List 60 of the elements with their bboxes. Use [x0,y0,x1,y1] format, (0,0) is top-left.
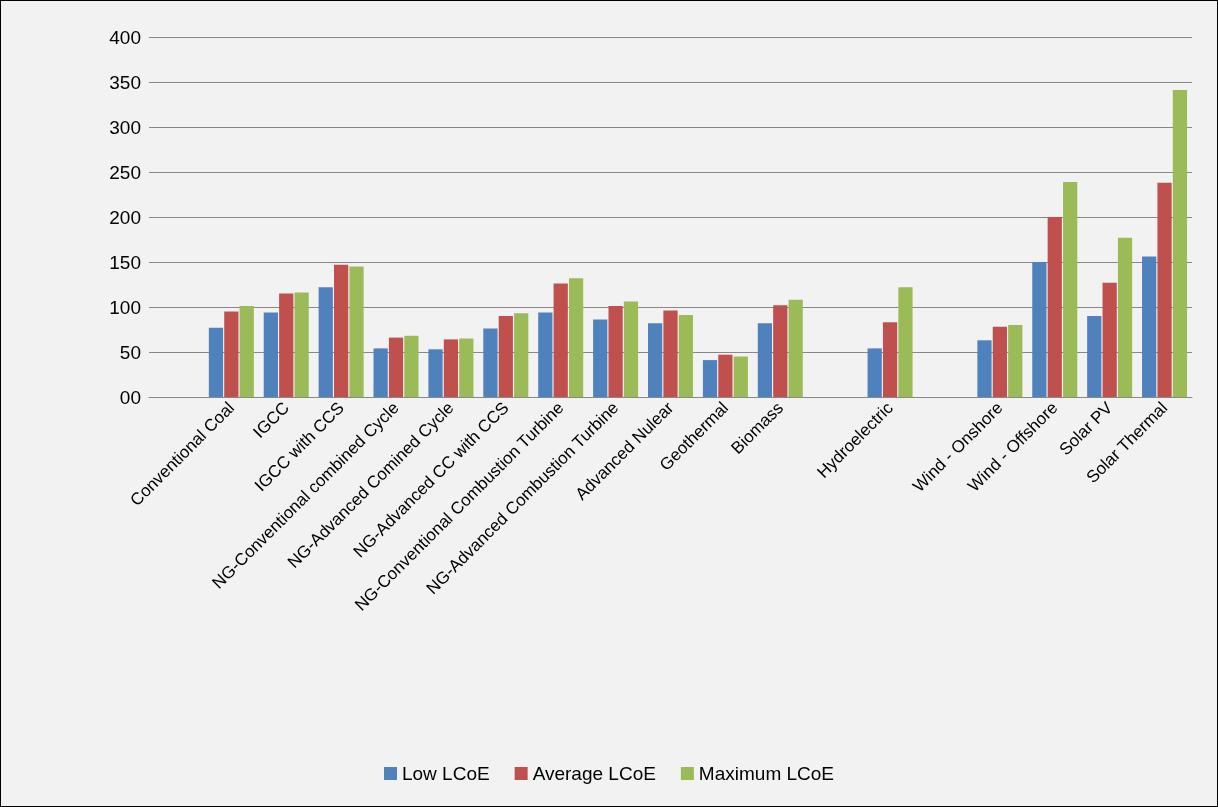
y-tick-label: 100 [109,296,141,318]
bar [279,293,294,397]
bar [1087,316,1102,397]
bar [867,348,882,397]
bar [1157,182,1172,397]
bar [882,322,898,397]
y-tick-label: 250 [109,161,141,183]
bar [334,264,349,397]
bar [733,356,748,397]
bar [318,287,333,397]
y-tick-label: 350 [109,71,141,93]
bar [373,348,388,397]
bar [538,312,553,397]
bar [718,354,733,397]
legend-label: Average LCoE [532,763,656,784]
bar [294,292,309,397]
bar [593,319,608,397]
bar [623,301,639,397]
bar [702,360,718,397]
bar [1008,325,1023,397]
bar [1102,282,1117,397]
bar [459,338,474,397]
bar [553,283,568,397]
bar [443,339,459,397]
bar [663,310,678,397]
bar [1047,217,1062,397]
y-tick-label: 00 [119,386,141,408]
bar [647,323,663,397]
bar [388,337,404,397]
bar [349,266,364,397]
y-tick-label: 200 [109,206,141,228]
bar [224,311,239,397]
y-tick-label: 50 [119,341,141,363]
bar [568,278,584,397]
bar [514,313,529,397]
bar [992,326,1007,397]
bar [208,327,224,397]
bar [263,312,278,397]
bar [498,316,513,397]
bar [757,323,773,397]
bar [608,306,623,397]
legend-label: Low LCoE [401,763,490,784]
bar [898,287,913,397]
bar [404,335,419,397]
bar [483,328,498,397]
bar [1032,262,1047,397]
bar [788,299,803,397]
legend-label: Maximum LCoE [698,763,835,784]
bar [239,306,254,397]
y-tick-label: 150 [109,251,141,273]
bar [1117,237,1133,397]
bar [678,315,694,397]
y-tick-label: 300 [109,116,141,138]
y-tick-label: 400 [109,26,141,48]
bar [1142,256,1157,397]
bar [428,349,443,397]
bar [977,340,992,397]
bar [1063,181,1078,397]
bar [773,305,788,397]
bar [1172,90,1188,397]
